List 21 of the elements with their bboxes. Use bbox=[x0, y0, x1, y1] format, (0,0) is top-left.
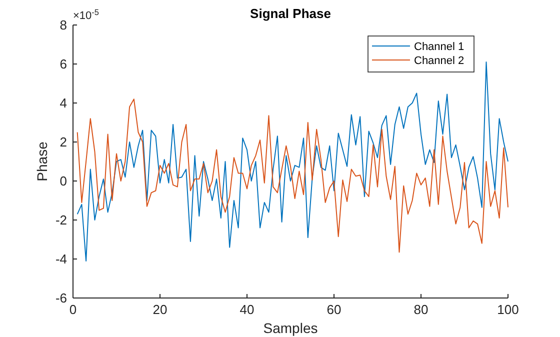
legend-label: Channel 2 bbox=[414, 55, 464, 67]
x-axis-title: Samples bbox=[263, 320, 318, 336]
y-tick-label: 8 bbox=[60, 18, 67, 32]
line-series bbox=[76, 98, 508, 253]
legend-label: Channel 1 bbox=[414, 41, 464, 53]
y-tick-label: 0 bbox=[60, 174, 67, 188]
x-tick-label: 80 bbox=[414, 302, 428, 317]
text: ×10$^{-5}$ bbox=[73, 8, 100, 22]
y-tick-label: 6 bbox=[60, 56, 67, 72]
y-tick-label: 2 bbox=[60, 134, 67, 150]
x-tick-label: 20 bbox=[152, 302, 168, 317]
y-tick-label: -2 bbox=[55, 212, 67, 228]
x-tick-label: 40 bbox=[240, 302, 254, 317]
y-tick-label: 4 bbox=[60, 96, 67, 110]
chart-title: Signal Phase bbox=[250, 6, 331, 21]
y-tick-label: -4 bbox=[55, 252, 67, 266]
y-axis-title: Phase bbox=[34, 141, 50, 182]
x-tick-label: 0 bbox=[69, 302, 77, 317]
x-tick-label: 100 bbox=[497, 302, 519, 317]
x-tick-label: 60 bbox=[326, 302, 342, 317]
y-tick-label: -6 bbox=[55, 290, 67, 306]
